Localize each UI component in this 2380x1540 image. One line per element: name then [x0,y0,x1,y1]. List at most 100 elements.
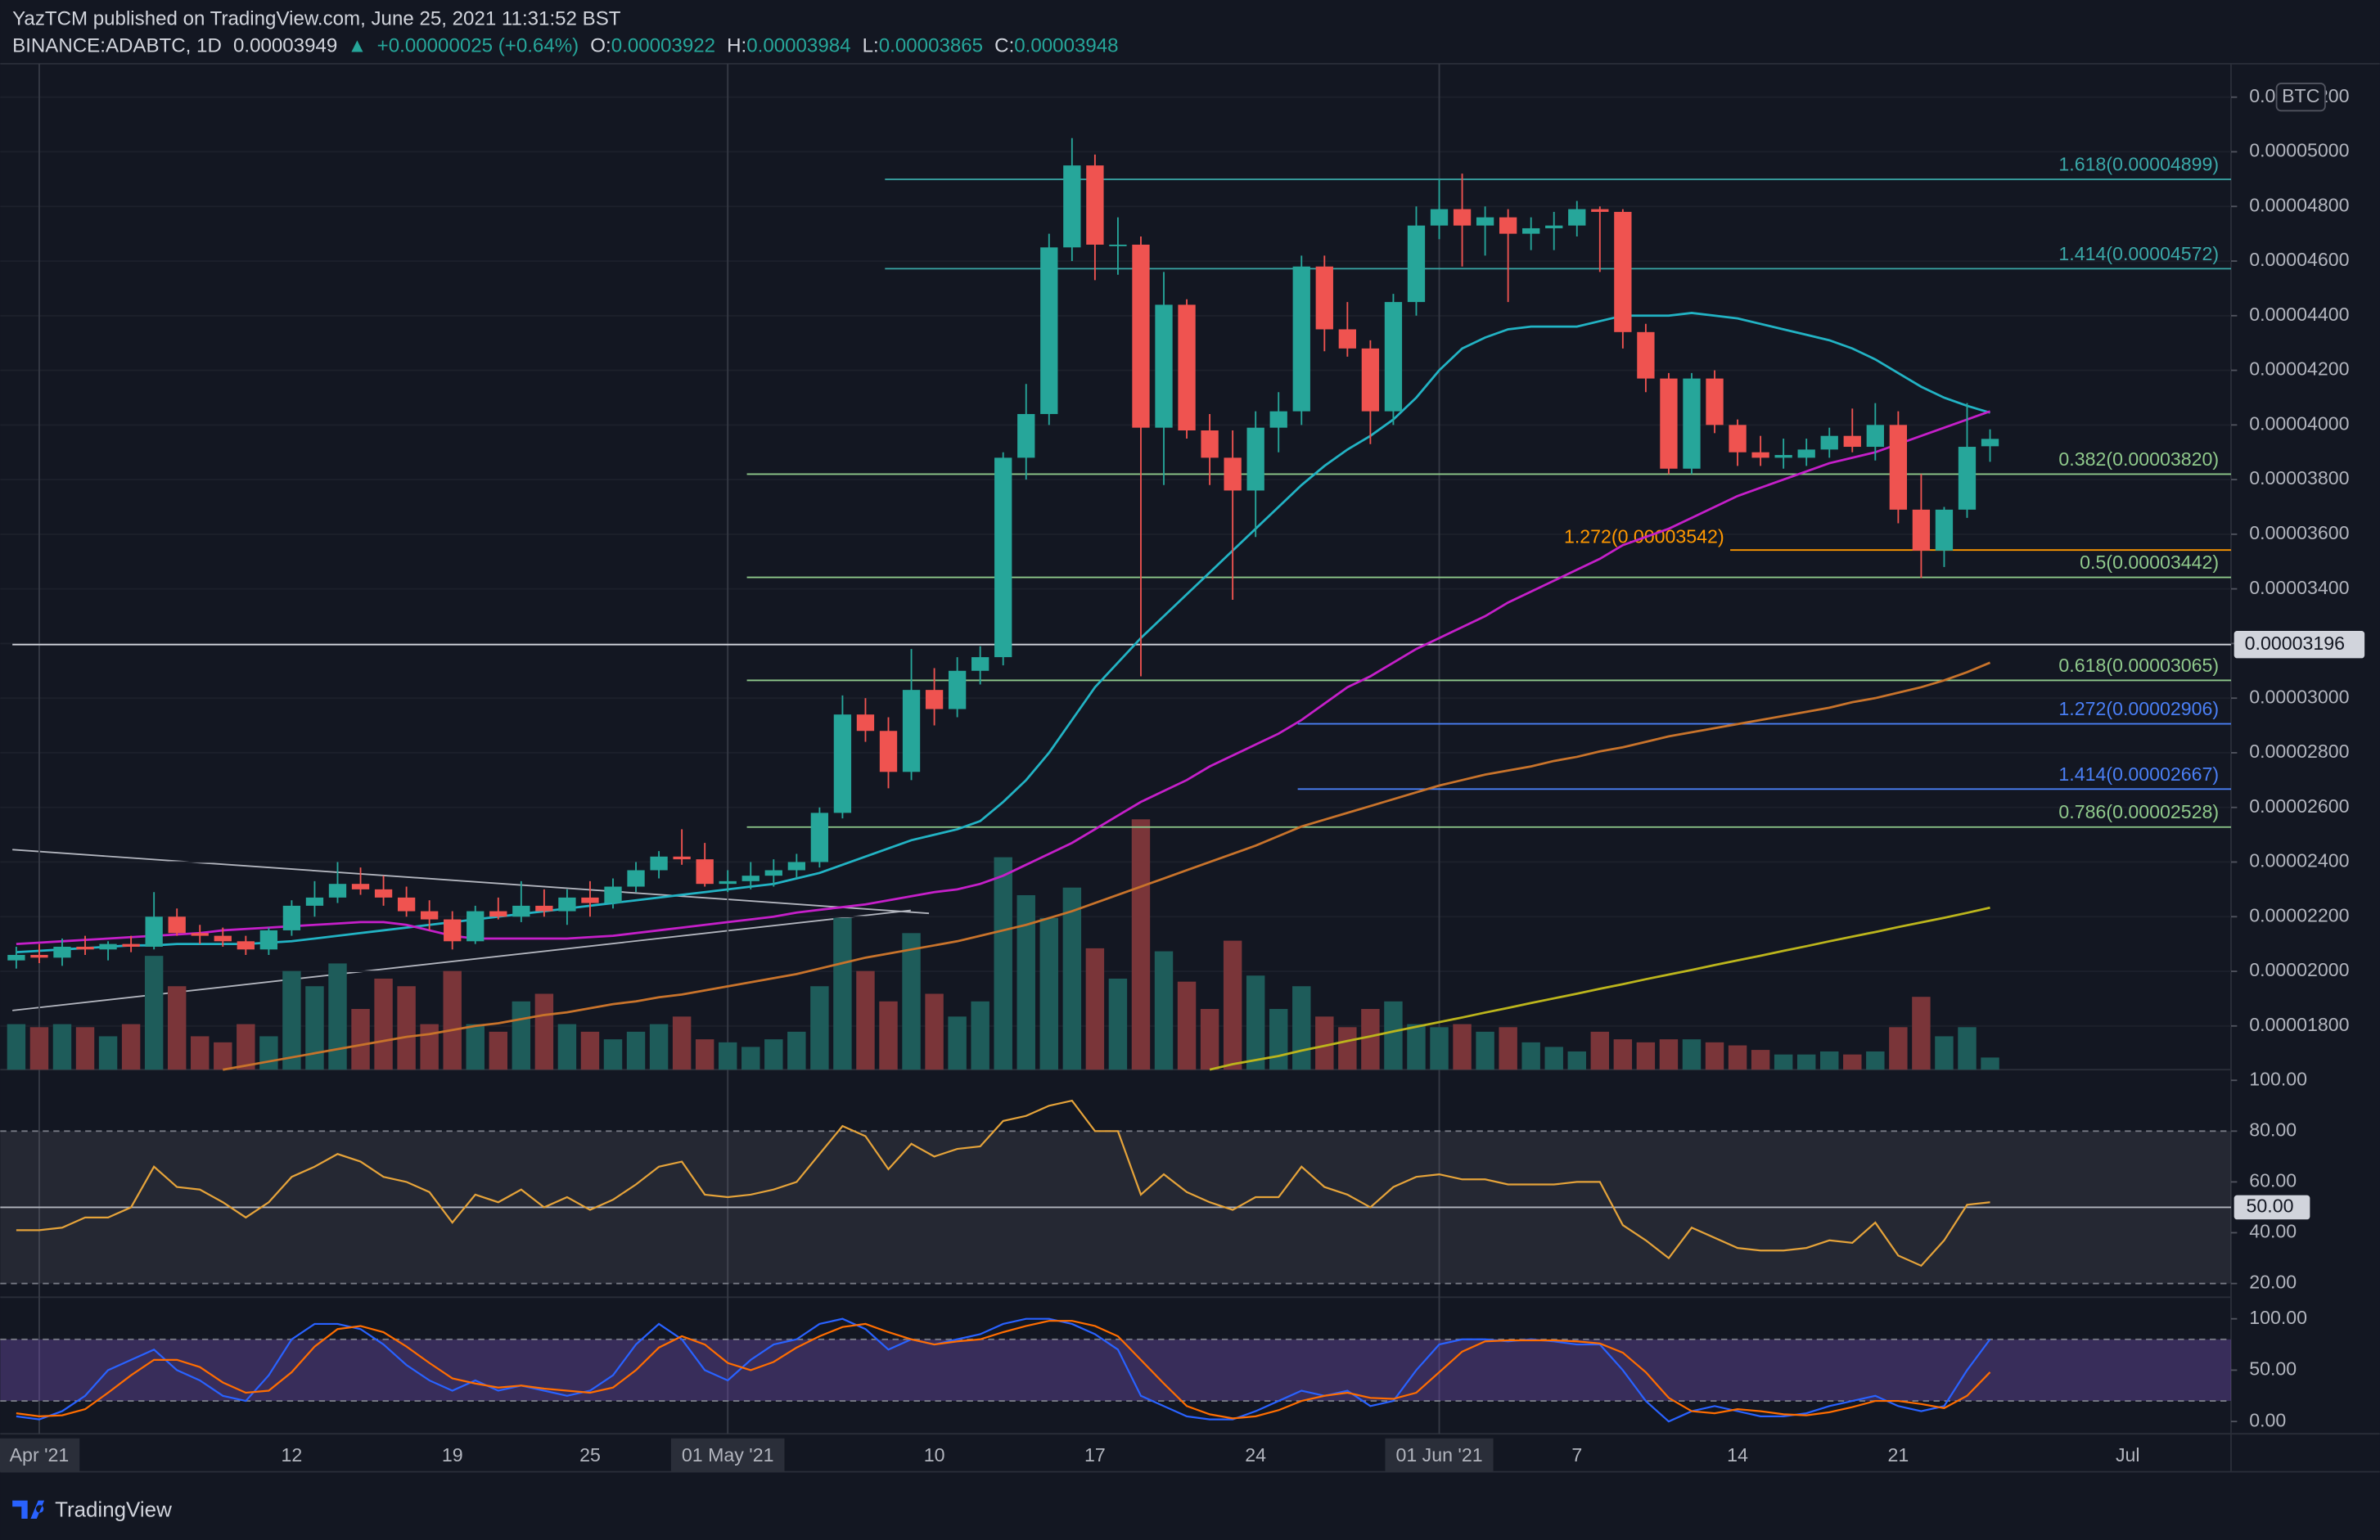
candle-body [1155,304,1173,428]
volume-bar [741,1047,760,1070]
candle-body [833,714,852,813]
candle-body [374,889,393,898]
volume-bar [167,986,187,1070]
candle-body [1637,331,1655,379]
candle-body [1384,302,1403,412]
volume-bar [443,970,462,1070]
volume-bar [1246,975,1265,1070]
candle-body [1292,266,1310,412]
mid-line-label-box [2234,1195,2310,1220]
volume-bar [1085,948,1105,1070]
fib-label: 1.414(0.00002667) [2058,763,2219,785]
symbol-line: BINANCE:ADABTC, 1D 0.00003949 ▲ +0.00000… [12,35,1118,57]
candle-body [696,859,714,885]
change-arrow: ▲ [348,35,367,57]
x-tick-label: Jul [2116,1444,2140,1466]
volume-bar [856,970,875,1070]
y-tick-label: 60.00 [2249,1170,2297,1191]
volume-bar [1521,1042,1540,1070]
volume-bar [1613,1039,1633,1070]
candle-body [558,897,576,912]
candle-body [1178,304,1196,431]
candle-body [1545,225,1563,228]
volume-bar [328,963,347,1070]
volume-bar [1200,1009,1219,1070]
volume-bar [1728,1045,1747,1070]
candle-body [1889,425,1908,510]
volume-bar [29,1027,49,1070]
candle-body [1453,209,1472,226]
candle-body [1132,244,1150,428]
candle-body [1407,225,1426,303]
volume-bar [1912,997,1931,1070]
volume-bar [489,1031,508,1070]
volume-bar [1659,1039,1679,1070]
volume-bar [764,1039,783,1070]
volume-bar [1774,1054,1793,1070]
y-tick-label: 0.00005000 [2249,140,2349,161]
candle-body [1499,217,1517,234]
candle-body [512,905,530,917]
symbol: BINANCE:ADABTC, 1D [12,35,222,57]
volume-bar [1407,1024,1426,1070]
fib-label: 1.618(0.00004899) [2058,154,2219,175]
x-tick-label: 01 May '21 [682,1444,774,1466]
candle-body [856,714,875,732]
candle-body [627,870,645,887]
volume-bar [1453,1024,1472,1070]
y-tick-label: 20.00 [2249,1272,2297,1293]
candle-body [1614,211,1632,332]
volume-bar [971,1001,989,1070]
volume-bar [1315,1016,1334,1070]
volume-bar [1958,1027,1977,1070]
volume-bar [98,1036,118,1070]
volume-bar [1384,1001,1403,1070]
candle-body [99,943,117,950]
fib-label: 1.272(0.00002906) [2058,698,2219,719]
unit-label-box [2275,83,2326,112]
x-tick-label: 21 [1887,1444,1909,1466]
volume-bar [1361,1009,1380,1070]
volume-bar [1338,1027,1357,1070]
volume-bar [1476,1031,1494,1070]
candle-body [1522,227,1540,234]
candle-body [787,862,805,871]
volume-bar [1567,1051,1586,1070]
volume-bar [191,1036,210,1070]
moving-average [1209,906,1990,1071]
volume-bar [672,1016,692,1070]
y-tick-label: 0.00004600 [2249,249,2349,270]
candle-body [1338,329,1357,349]
volume-bar [121,1024,141,1070]
volume-bar [1544,1047,1563,1070]
date-label-box [1385,1438,1494,1472]
volume-bar [534,993,554,1070]
x-tick-label: 10 [924,1444,945,1466]
candle-body [879,731,898,772]
close-value: 0.00003948 [1014,35,1118,57]
volume-bar [925,993,944,1070]
author-line: YazTCM published on TradingView.com, Jun… [12,7,621,29]
candle-body [1660,378,1678,469]
volume-bar [7,1024,26,1070]
volume-bar [1131,819,1151,1070]
y-tick-label: 0.00004200 [2249,358,2349,380]
mid-line-label: 50.00 [2247,1196,2294,1217]
volume-bar [237,1024,255,1070]
candle-body [719,880,737,885]
candle-body [1820,435,1838,450]
candle-body [1269,411,1287,428]
volume-bar [1430,1027,1449,1070]
y-tick-label: 0.00004000 [2249,412,2349,434]
open-label: O: [590,35,611,57]
brand: TradingView [55,1499,172,1522]
volume-bar [902,933,921,1070]
volume-bar [1177,981,1197,1070]
candle-body [421,911,439,920]
volume-bar [1843,1054,1862,1070]
volume-bar [1016,894,1035,1070]
volume-bar [1269,1009,1288,1070]
volume-bar [351,1009,370,1070]
